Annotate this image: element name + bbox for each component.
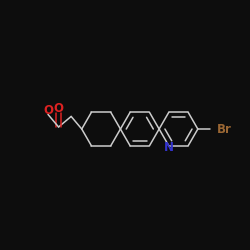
Text: Br: Br <box>217 122 232 136</box>
Text: O: O <box>44 104 54 117</box>
Text: N: N <box>164 141 174 154</box>
Text: O: O <box>54 102 64 115</box>
